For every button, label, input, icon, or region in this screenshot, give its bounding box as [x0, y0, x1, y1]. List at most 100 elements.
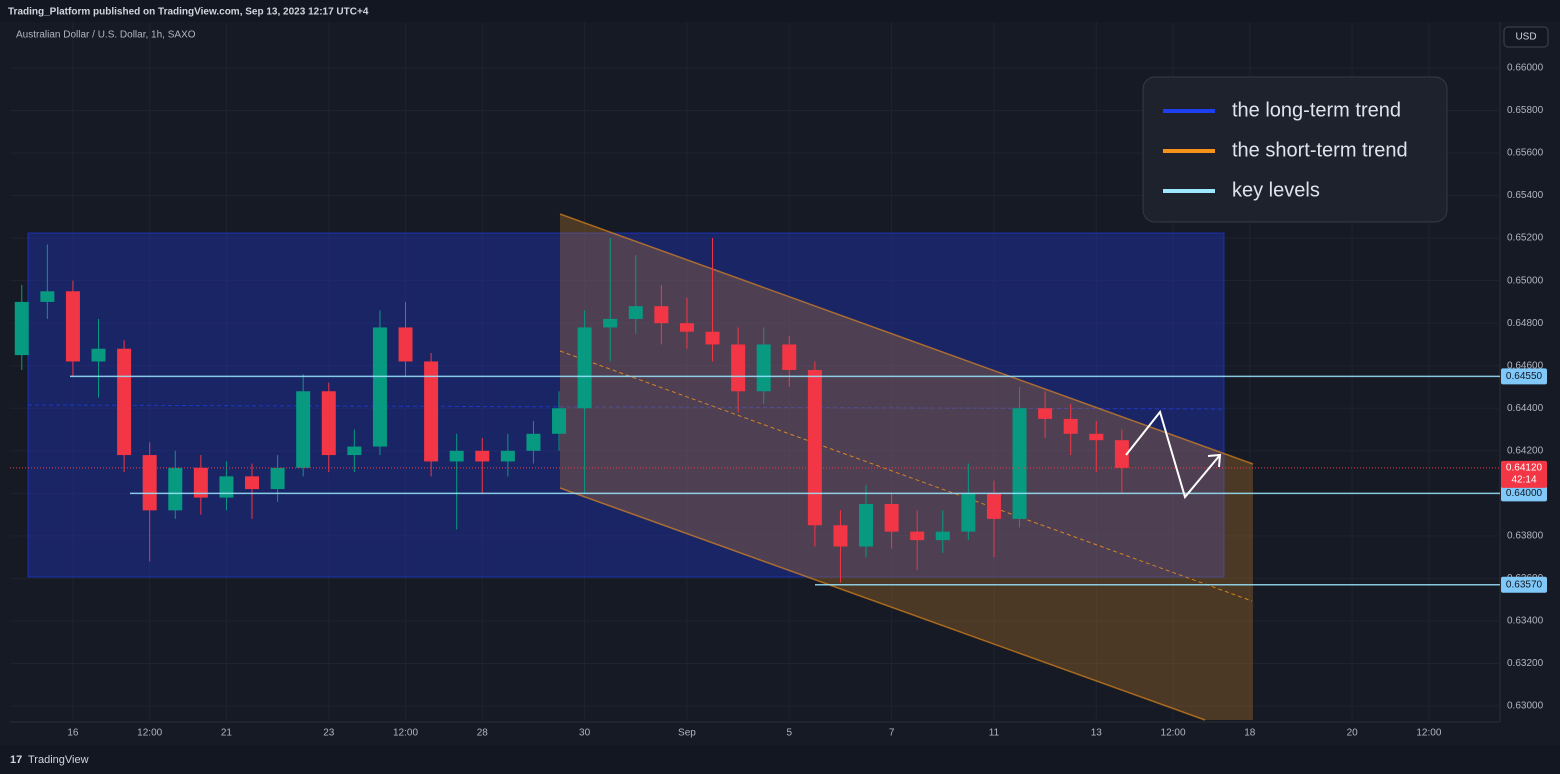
logo-mark: 17 [10, 754, 22, 766]
x-tick-label: 23 [323, 728, 335, 739]
candle-body [40, 291, 55, 302]
y-tick-label: 0.65600 [1507, 148, 1544, 159]
candle-body [756, 344, 771, 392]
candle-body [193, 467, 208, 498]
candle-body [500, 450, 515, 462]
candle-body [449, 450, 464, 462]
y-tick-label: 0.66000 [1507, 63, 1544, 74]
legend-label: key levels [1232, 179, 1320, 201]
y-tick-label: 0.63400 [1507, 616, 1544, 627]
footer-bar [0, 745, 1560, 774]
candle-body [705, 331, 720, 345]
y-tick-label: 0.65000 [1507, 275, 1544, 286]
candle-body [782, 344, 797, 370]
candle-body [219, 476, 234, 498]
candle-body [603, 318, 618, 328]
x-tick-label: 12:00 [393, 728, 418, 739]
candle-body [1089, 433, 1104, 441]
key-level-tag [1501, 368, 1547, 385]
currency[interactable]: USD [1515, 32, 1536, 43]
candle-body [14, 301, 29, 356]
candles [14, 238, 1129, 583]
candle-body [526, 433, 541, 451]
candle-body [1038, 408, 1053, 419]
candle-body [168, 467, 183, 511]
candle-body [475, 450, 490, 462]
x-tick-label: 7 [889, 728, 895, 739]
candle-body [552, 408, 567, 434]
channel-upper [559, 213, 1254, 465]
x-tick-label: 5 [787, 728, 793, 739]
candle-body [1012, 408, 1027, 519]
candle-body [679, 323, 694, 332]
arrow-head [1207, 453, 1222, 468]
y-tick-label: 0.65400 [1507, 190, 1544, 201]
candle-body [398, 327, 413, 362]
key-level-tag [1501, 576, 1547, 593]
legend-label: the short-term trend [1232, 139, 1408, 161]
candle-body [347, 446, 362, 456]
x-tick-label: 28 [477, 728, 489, 739]
channel-lower [559, 487, 1206, 721]
last-price-label: 0.64120 [1506, 462, 1543, 473]
header-bar [0, 0, 1560, 22]
candle-body [731, 344, 746, 392]
legend-label: the long-term trend [1232, 99, 1401, 121]
x-tick-label: 11 [989, 728, 1000, 739]
candle-body [270, 467, 285, 490]
branding: TradingView [28, 754, 89, 766]
channel-fill [560, 214, 1253, 720]
key-level-label: 0.64550 [1506, 371, 1543, 382]
candle-body [245, 476, 260, 490]
y-tick-label: 0.64400 [1507, 403, 1544, 414]
y-tick-label: 0.63200 [1507, 658, 1544, 669]
candle-body [986, 493, 1001, 519]
channel-mid [559, 350, 1253, 602]
key-level-label: 0.63570 [1506, 579, 1543, 590]
candle-body [424, 361, 439, 462]
x-tick-label: 30 [579, 728, 591, 739]
candle-body [654, 306, 669, 324]
x-tick-label: 12:00 [137, 728, 162, 739]
candle-body [1114, 440, 1129, 468]
candle-body [859, 503, 874, 547]
x-tick-label: 12:00 [1416, 728, 1441, 739]
x-tick-label: 16 [67, 728, 79, 739]
x-tick-label: 21 [221, 728, 233, 739]
countdown: 42:14 [1511, 474, 1536, 485]
y-tick-label: 0.64200 [1507, 445, 1544, 456]
candle-body [961, 493, 976, 532]
projection-arrow [1125, 409, 1221, 500]
candle-body [372, 327, 387, 447]
x-tick-label: 18 [1244, 728, 1256, 739]
last-price-tag [1501, 460, 1547, 488]
x-tick-label: 12:00 [1161, 728, 1186, 739]
candle-body [117, 348, 132, 456]
x-tick-label: Sep [678, 728, 696, 739]
candle-body [1063, 418, 1078, 434]
candle-body [807, 369, 822, 526]
drawings [10, 375, 1500, 586]
legend-box [1142, 76, 1448, 223]
candle-body [65, 291, 80, 362]
y-tick-label: 0.64600 [1507, 360, 1544, 371]
y-tick-label: 0.63000 [1507, 701, 1544, 712]
candle-body [935, 531, 950, 541]
candle-body [833, 525, 848, 547]
candle-body [91, 348, 106, 362]
candle-body [142, 455, 157, 511]
y-tick-label: 0.64800 [1507, 318, 1544, 329]
y-tick-label: 0.63800 [1507, 531, 1544, 542]
key-level-label: 0.64000 [1506, 488, 1543, 499]
currency-button[interactable] [1503, 26, 1549, 48]
candle-body [321, 391, 336, 456]
candle-body [628, 306, 643, 319]
candle-body [884, 503, 899, 532]
y-tick-label: 0.65800 [1507, 105, 1544, 116]
candle-body [910, 531, 925, 541]
x-tick-label: 13 [1091, 728, 1103, 739]
range-box [27, 232, 1225, 578]
candle-body [296, 391, 311, 468]
symbol: Australian Dollar / U.S. Dollar, 1h, SAX… [16, 30, 196, 41]
